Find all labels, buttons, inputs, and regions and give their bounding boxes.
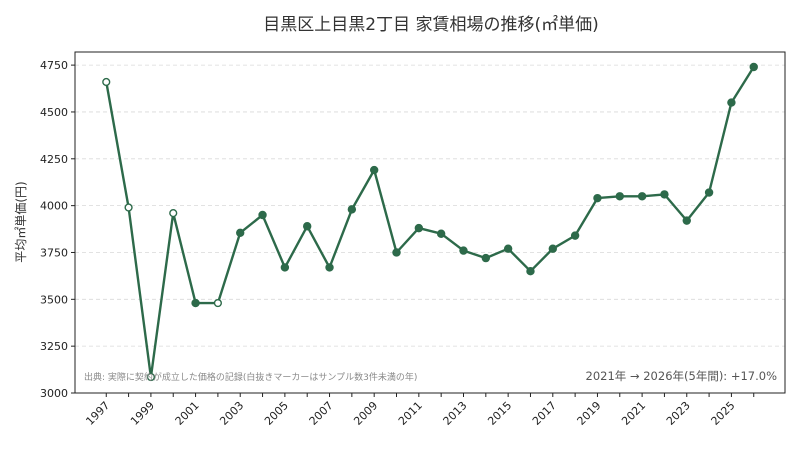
data-point bbox=[392, 248, 401, 257]
x-tick-label: 1999 bbox=[128, 399, 157, 428]
y-tick-label: 3000 bbox=[40, 387, 68, 400]
series-line bbox=[105, 66, 755, 379]
x-tick-label: 2001 bbox=[173, 399, 202, 428]
x-tick-label: 2025 bbox=[709, 399, 738, 428]
data-point bbox=[548, 244, 557, 253]
data-point bbox=[503, 244, 513, 253]
y-tick-label: 3750 bbox=[40, 246, 68, 259]
y-tick-label: 3250 bbox=[40, 340, 68, 353]
data-point bbox=[325, 263, 334, 272]
x-tick-label: 2023 bbox=[664, 399, 693, 428]
data-point-hollow bbox=[146, 372, 156, 382]
x-axis: 1997 1999 2001 2003 2005 2007 2009 2011 2013 2015… bbox=[83, 393, 755, 428]
x-tick-label: 1997 bbox=[83, 399, 112, 428]
data-point-hollow bbox=[102, 77, 111, 87]
series bbox=[102, 62, 758, 382]
data-point bbox=[526, 267, 535, 276]
data-point bbox=[436, 229, 446, 238]
y-tick-label: 4250 bbox=[40, 153, 68, 166]
data-point-hollow bbox=[213, 298, 222, 308]
x-tick-label: 2003 bbox=[217, 399, 246, 428]
y-tick-label: 3500 bbox=[40, 293, 68, 306]
data-point bbox=[280, 263, 290, 272]
x-tick-label: 2007 bbox=[307, 399, 336, 428]
data-point bbox=[570, 231, 580, 240]
data-point bbox=[637, 192, 647, 201]
y-tick-label: 4500 bbox=[40, 106, 68, 119]
data-point-hollow bbox=[124, 203, 133, 212]
x-tick-label: 2013 bbox=[441, 399, 470, 428]
data-point bbox=[660, 190, 669, 199]
data-point bbox=[615, 192, 624, 201]
x-tick-label: 2011 bbox=[396, 399, 425, 428]
x-tick-label: 2005 bbox=[262, 399, 291, 428]
chart-title: 目黒区上目黒2丁目 家賃相場の推移(㎡単価) bbox=[263, 15, 598, 35]
data-point bbox=[727, 98, 736, 107]
data-point bbox=[369, 165, 379, 175]
data-point bbox=[749, 62, 758, 72]
grid bbox=[75, 64, 785, 394]
source-note: 出典: 実際に契約が成立した価格の記録(白抜きマーカーはサンプル数3件未満の年) bbox=[84, 371, 417, 383]
data-point bbox=[303, 222, 312, 231]
x-tick-label: 2017 bbox=[530, 399, 559, 428]
x-tick-label: 2019 bbox=[575, 399, 604, 428]
data-point bbox=[258, 210, 267, 220]
data-point bbox=[236, 228, 245, 238]
change-summary: 2021年 → 2026年(5年間): +17.0% bbox=[586, 369, 778, 383]
y-tick-label: 4750 bbox=[40, 59, 68, 72]
data-point bbox=[347, 205, 357, 214]
x-tick-label: 2009 bbox=[351, 399, 380, 428]
y-tick-label: 4000 bbox=[40, 200, 68, 213]
x-tick-label: 2015 bbox=[485, 399, 514, 428]
x-tick-label: 2021 bbox=[619, 399, 648, 428]
data-point bbox=[481, 253, 491, 263]
data-point bbox=[593, 193, 602, 203]
data-point bbox=[682, 216, 691, 225]
data-point bbox=[459, 246, 468, 255]
y-axis: 3000 3250 3500 3750 4000 4250 4500 4750 bbox=[40, 59, 75, 400]
data-point bbox=[191, 298, 200, 308]
data-point bbox=[414, 223, 424, 233]
y-axis-label: 平均㎡単価(円) bbox=[14, 181, 28, 262]
data-point bbox=[704, 188, 714, 197]
data-point-hollow bbox=[169, 209, 178, 218]
plot-frame bbox=[74, 51, 786, 394]
